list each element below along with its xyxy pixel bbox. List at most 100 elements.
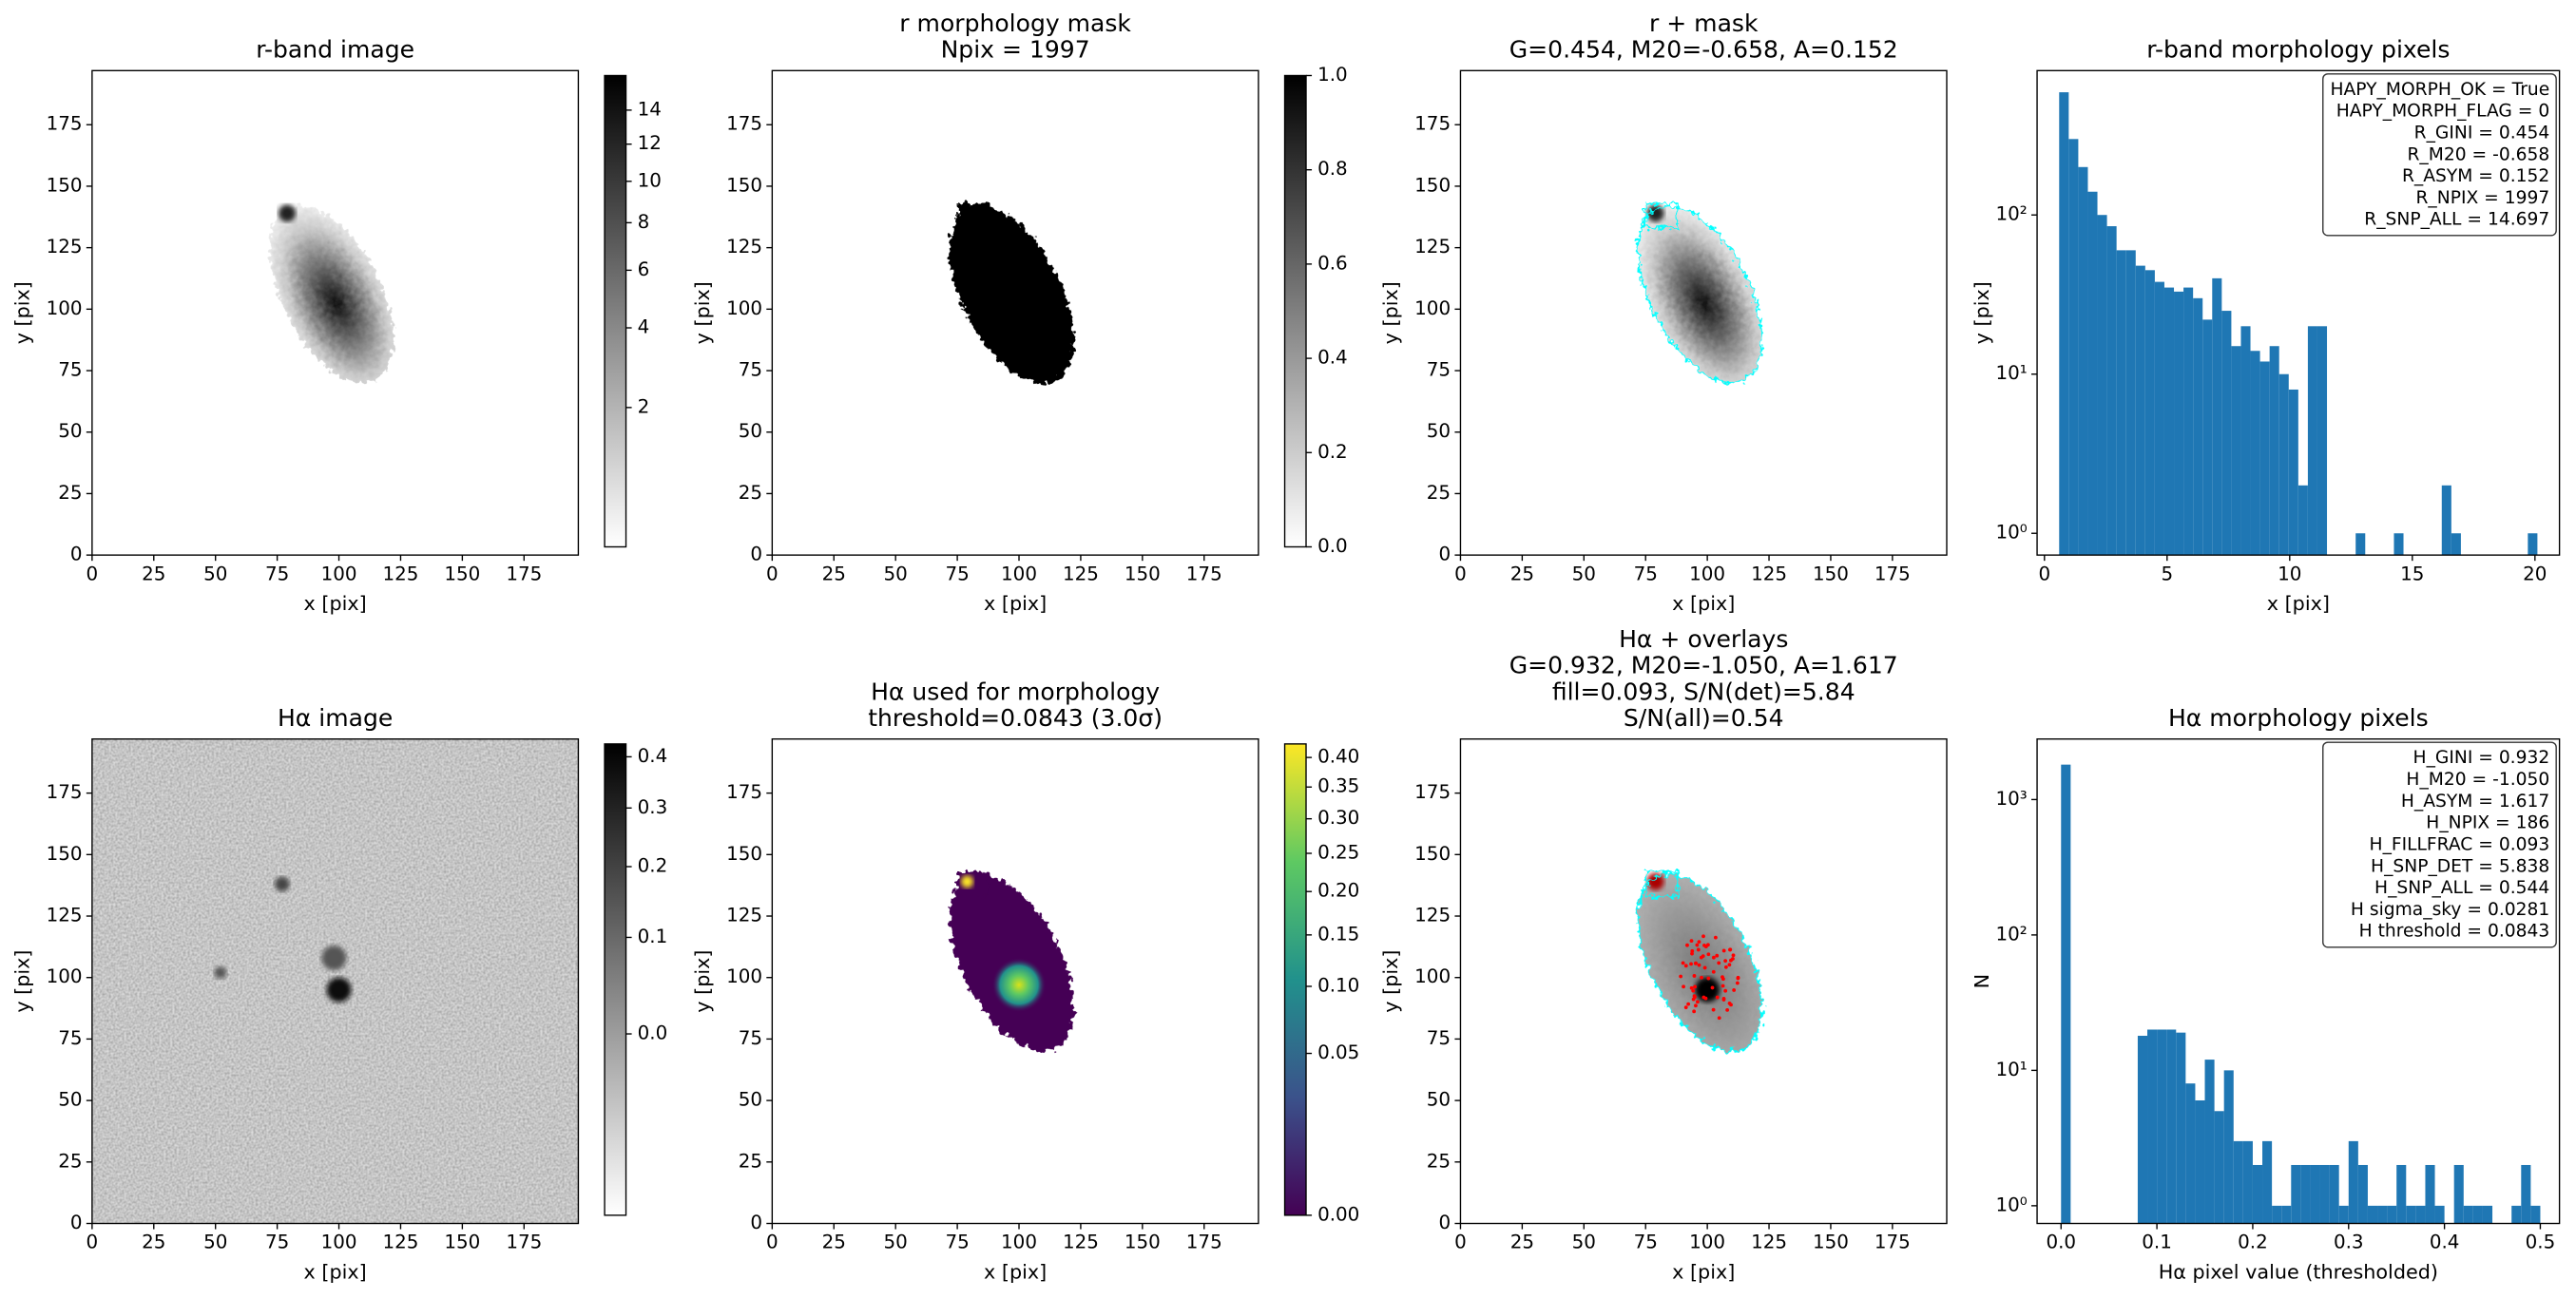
colorbar-tick-label: 0.20 [1317, 880, 1359, 902]
overlay-dot [1689, 939, 1694, 944]
annotation-line: H_M20 = -1.050 [2406, 770, 2549, 790]
x-tick-label: 100 [321, 563, 357, 584]
y-tick-label: 125 [47, 905, 83, 926]
x-tick-label: 0 [766, 1232, 779, 1253]
annotation-line: HAPY_MORPH_FLAG = 0 [2336, 102, 2550, 122]
hist-bar [2415, 1205, 2426, 1224]
overlay-dot [1715, 995, 1720, 1000]
overlay-dot [1729, 1003, 1733, 1007]
source-region [1637, 204, 1763, 384]
y-tick-label: 75 [739, 359, 762, 381]
hist-bar [2252, 1164, 2263, 1224]
overlay-dot [1717, 1016, 1721, 1021]
y-axis-label: y [pix] [1379, 281, 1402, 344]
overlay-dot [1701, 934, 1705, 939]
overlay-dot [1713, 935, 1718, 940]
x-tick-label: 50 [203, 563, 227, 584]
overlay-dot [1693, 984, 1697, 989]
x-axis-label: x [pix] [304, 592, 367, 615]
overlay-dot [1721, 984, 1725, 988]
colorbar-tick-label: 0.1 [638, 926, 668, 947]
x-tick-label: 10 [2278, 563, 2301, 584]
x-tick-label: 125 [383, 563, 419, 584]
y-tick-label: 175 [1414, 113, 1451, 135]
hist-bar [2355, 533, 2366, 556]
overlay-dot [1703, 945, 1708, 948]
annotation-box [2322, 73, 2557, 237]
image-area [949, 203, 1074, 384]
hist-bar [2453, 1164, 2464, 1224]
x-tick-label: 150 [1813, 1232, 1849, 1253]
x-tick-label: 125 [1751, 563, 1787, 584]
hist-bar [2116, 250, 2126, 556]
axes-frame [91, 737, 580, 1225]
y-tick-label: 50 [1427, 420, 1451, 442]
knot [1646, 872, 1664, 890]
colorbar-tick-label: 0.30 [1317, 807, 1359, 829]
hist-bar [2135, 265, 2145, 556]
hist-bar [2348, 1140, 2358, 1224]
annotation-line: H sigma_sky = 0.0281 [2351, 900, 2549, 920]
y-axis-label: y [pix] [10, 950, 33, 1013]
y-tick-label: 100 [1414, 965, 1451, 987]
colorbar-tick-label: 0.2 [1317, 441, 1348, 463]
panel-title: r-band morphology pixels [2146, 36, 2450, 64]
colorbar-tick-label: 0.2 [638, 855, 668, 877]
colorbar-tick-label: 6 [638, 258, 650, 280]
hist-bar [2221, 311, 2232, 556]
overlay-dot [1689, 985, 1694, 990]
overlay-dot [1729, 958, 1733, 963]
x-tick-label: 125 [383, 1232, 419, 1253]
core [1695, 977, 1721, 1003]
hist-bar [2441, 485, 2451, 556]
overlay-dot [1695, 1000, 1700, 1004]
x-tick-label: 50 [884, 563, 908, 584]
annotation-line: H_ASYM = 1.617 [2401, 792, 2549, 812]
hist-bar [2157, 1029, 2167, 1224]
y-tick-label: 0 [70, 544, 83, 565]
hist-bar [2291, 1164, 2301, 1224]
hist-bar [2482, 1205, 2493, 1224]
hist-bar [2377, 1205, 2388, 1224]
annotation-box [2322, 741, 2557, 948]
x-tick-label: 75 [1634, 1232, 1658, 1253]
overlay-dot [1711, 1007, 1716, 1012]
x-tick-label: 125 [1063, 563, 1099, 584]
hist-bar [2278, 373, 2289, 556]
colorbar-tick-label: 0.4 [1317, 347, 1348, 369]
x-axis-label: x [pix] [2267, 592, 2330, 615]
overlay-dot [1702, 965, 1707, 970]
overlay-dot [1685, 943, 1689, 947]
image-area [1637, 870, 1763, 1053]
hist-bar [2521, 1164, 2531, 1224]
y-tick-label: 75 [739, 1027, 762, 1049]
image-area [1637, 202, 1763, 384]
hist-bar [2307, 326, 2317, 556]
hist-bar [2242, 1140, 2253, 1224]
overlay-dot [1679, 974, 1683, 979]
colorbar-tick-label: 14 [638, 98, 662, 120]
emission-spot [326, 977, 352, 1003]
x-tick-label: 75 [945, 563, 969, 584]
hist-bar [2233, 1140, 2243, 1224]
overlay-dot [1728, 947, 1733, 952]
x-axis-label: x [pix] [984, 592, 1047, 615]
emission-spot [214, 966, 227, 980]
y-tick-label: 50 [1427, 1089, 1451, 1111]
hist-bar [2166, 1029, 2177, 1224]
overlay-dot [1694, 1003, 1698, 1008]
y-tick-label: 175 [726, 113, 762, 135]
overlay-dot [1691, 988, 1696, 993]
overlay-dot [1696, 947, 1701, 952]
overlay-dot [1700, 975, 1703, 980]
overlay-dot [1703, 996, 1708, 1001]
hist-bar [2147, 1029, 2158, 1224]
overlay-dot [1715, 953, 1720, 958]
hist-bar [2176, 1032, 2186, 1224]
annotation-line: H threshold = 0.0843 [2359, 922, 2550, 942]
colorbar-tick-label: 1.0 [1317, 64, 1348, 86]
overlay-dot [1681, 961, 1685, 965]
overlay-dot [1736, 976, 1740, 981]
x-tick-label: 150 [1125, 563, 1161, 584]
